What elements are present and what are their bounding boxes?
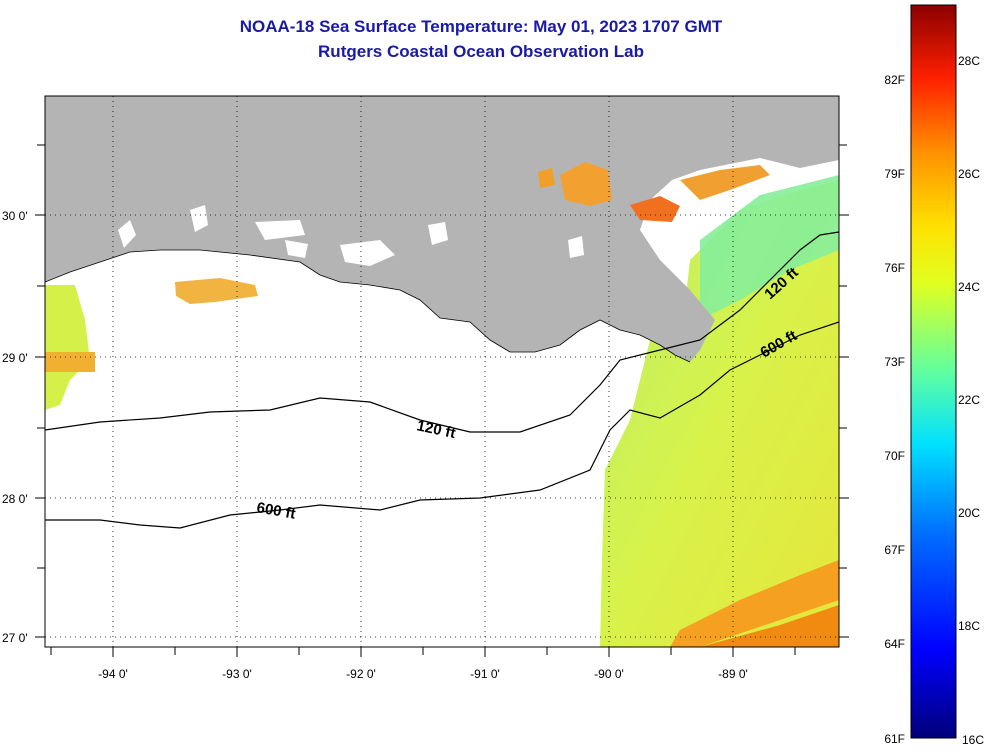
warm-bay <box>630 196 680 222</box>
lake-maurepas <box>538 168 555 188</box>
colorbar-label-c: 26C <box>958 167 980 181</box>
lat-label-28: 28 0' <box>2 492 28 506</box>
lon-label-92: -92 0' <box>346 667 376 681</box>
lon-label-91: -91 0' <box>470 667 500 681</box>
sst-warm-patch-central <box>175 278 258 304</box>
lat-label-29: 29 0' <box>2 351 28 365</box>
colorbar-label-c: 16C <box>962 733 984 747</box>
colorbar-label-f: 67F <box>884 543 905 557</box>
colorbar-label-f: 79F <box>884 167 905 181</box>
colorbar-label-f: 73F <box>884 355 905 369</box>
sst-field-east <box>600 180 839 647</box>
lon-label-94: -94 0' <box>98 667 128 681</box>
colorbar-label-c: 22C <box>958 393 980 407</box>
colorbar-label-f: 61F <box>884 732 905 746</box>
sst-field-nearshore <box>700 175 839 320</box>
sst-warm-patch-west <box>45 352 95 372</box>
lat-label-30: 30 0' <box>2 209 28 223</box>
map-title: NOAA-18 Sea Surface Temperature: May 01,… <box>239 17 723 36</box>
contour-label-600ft-west: 600 ft <box>255 499 297 523</box>
map-subtitle: Rutgers Coastal Ocean Observation Lab <box>318 42 644 61</box>
lake <box>568 236 584 258</box>
map-border <box>44 95 840 648</box>
lon-label-89: -89 0' <box>718 667 748 681</box>
contour-600ft-line <box>45 321 839 529</box>
axis-ticks <box>35 144 849 657</box>
sst-warm-band-2 <box>700 605 839 647</box>
colorbar-label-c: 28C <box>958 54 980 68</box>
colorbar-label-f: 76F <box>884 261 905 275</box>
coastal-warm-shelf <box>680 165 770 200</box>
colorbar-label-c: 20C <box>958 506 980 520</box>
lake <box>255 220 305 240</box>
lake <box>340 240 395 266</box>
coastline <box>45 249 691 363</box>
colorbar-label-c: 18C <box>958 619 980 633</box>
colorbar-label-f: 64F <box>884 637 905 651</box>
lake <box>190 205 208 232</box>
contour-120ft-line <box>45 231 839 433</box>
colorbar <box>910 4 957 739</box>
sst-warm-band <box>670 560 839 647</box>
colorbar-label-c: 24C <box>958 280 980 294</box>
colorbar-label-f: 82F <box>884 73 905 87</box>
sst-field-west <box>45 285 90 410</box>
colorbar-label-f: 70F <box>884 449 905 463</box>
lake <box>428 222 448 245</box>
lake <box>285 240 308 258</box>
lake <box>118 220 136 248</box>
lake-pontchartrain <box>560 162 612 206</box>
lat-label-27: 27 0' <box>2 631 28 645</box>
lon-label-93: -93 0' <box>222 667 252 681</box>
graticule <box>45 96 839 647</box>
lon-label-90: -90 0' <box>594 667 624 681</box>
